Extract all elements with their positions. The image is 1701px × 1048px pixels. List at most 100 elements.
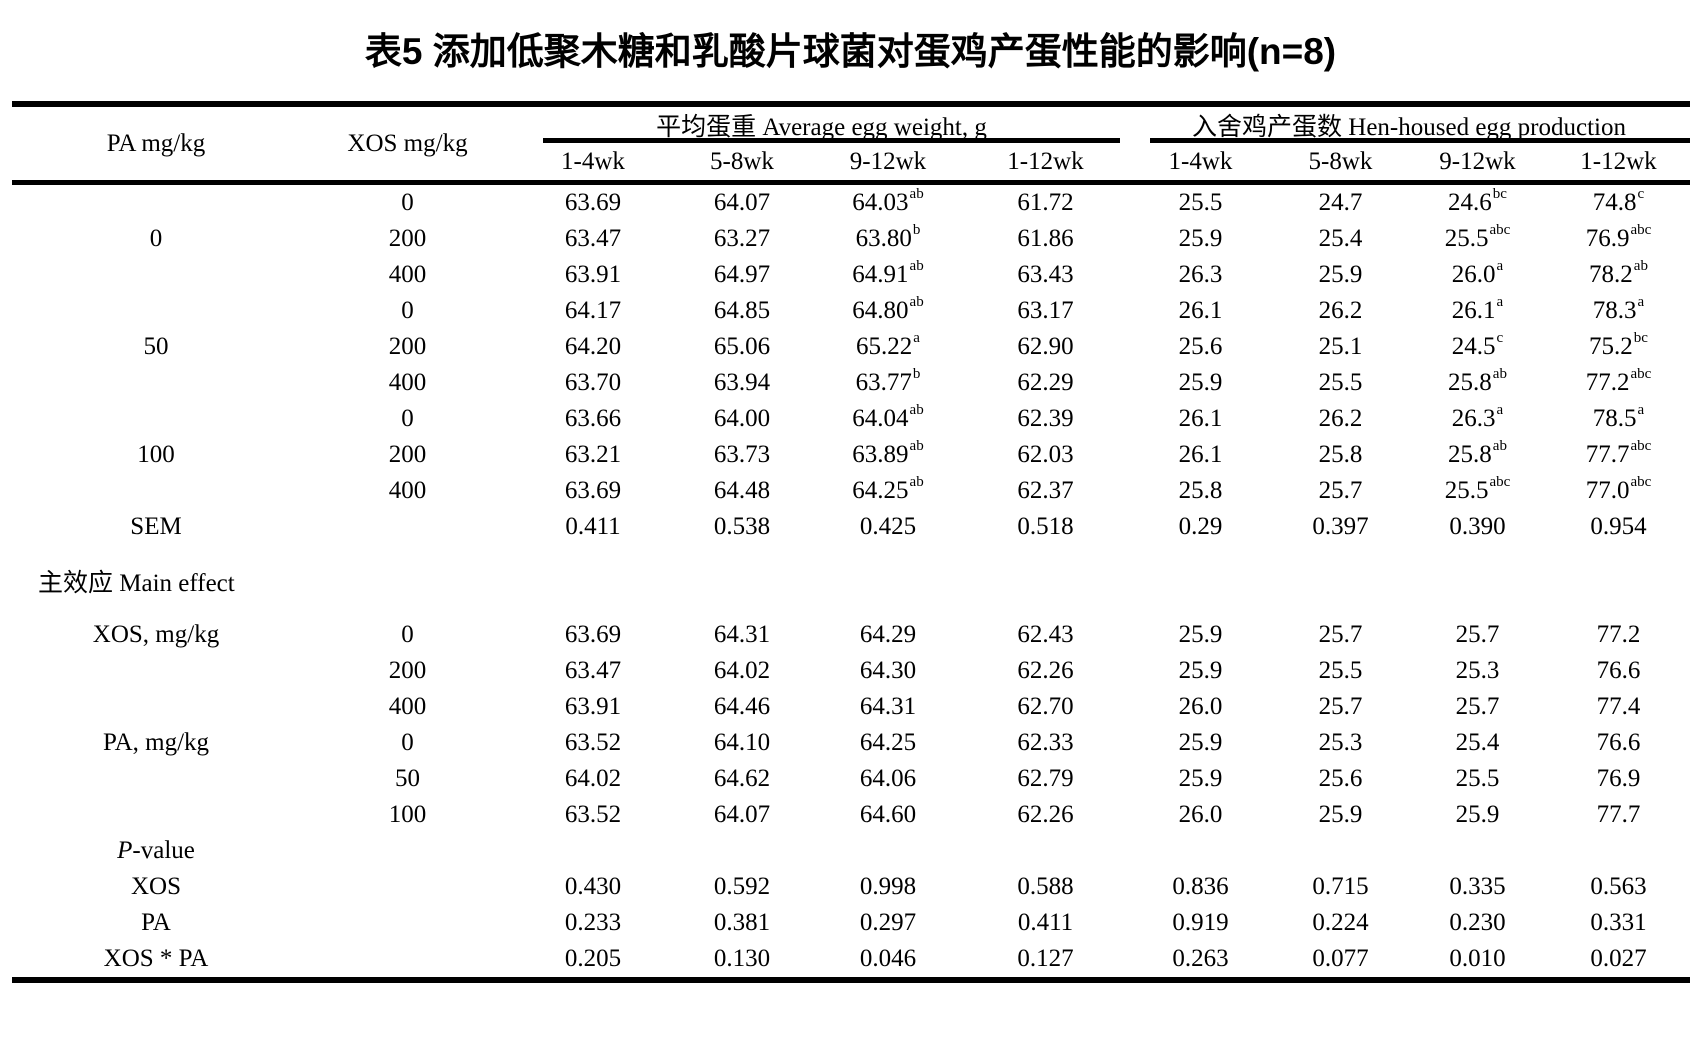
cell-number: 26.1 (1178, 441, 1223, 469)
cell-number: 63.89 (852, 441, 909, 469)
cell-value: 63.47 (515, 221, 671, 257)
cell-number: 63.66 (564, 405, 622, 433)
cell-number: 63.47 (564, 225, 622, 253)
cell-value: 63.69 (515, 185, 671, 221)
cell-value: 76.6 (1547, 725, 1690, 761)
cell-number: 25.3 (1318, 729, 1363, 757)
cell-number: 0.205 (564, 945, 622, 973)
cell-value: 76.9 (1547, 761, 1690, 797)
row-label-pa: SEM (130, 513, 182, 541)
cell-number: 64.25 (859, 729, 917, 757)
cell-number: 26.1 (1178, 405, 1223, 433)
cell-value: 64.30 (813, 653, 963, 689)
header-bottom-rule (12, 180, 1690, 186)
cell-number: 63.69 (564, 477, 622, 505)
cell-value: 0.027 (1547, 941, 1690, 977)
cell-value: 25.8 (1128, 473, 1273, 509)
row-label-xos: 0 (401, 189, 414, 217)
cell-value: 62.33 (963, 725, 1128, 761)
cell-value: 64.25 ab (852, 474, 924, 505)
cell-value: 0.563 (1547, 869, 1690, 905)
row-label-xos: 0 (401, 405, 414, 433)
cell-value: 62.03 (963, 437, 1128, 473)
table-row: P -value (12, 833, 1690, 869)
cell-value: 0.919 (1128, 905, 1273, 941)
row-label-pa: PA, mg/kg (102, 729, 210, 757)
cell-number: 0.297 (859, 909, 917, 937)
cell-number: 64.97 (713, 261, 771, 289)
cell-value: 65.06 (671, 329, 813, 365)
egg-weight-group-underline (543, 138, 1120, 144)
cell-number: 0.397 (1312, 513, 1369, 541)
cell-number: 0.130 (713, 945, 771, 973)
cell-value: 63.91 (515, 257, 671, 293)
cell-number: 64.91 (852, 261, 909, 289)
cell-number: 64.17 (564, 297, 622, 325)
cell-number: 63.91 (564, 693, 622, 721)
cell-number: 63.21 (564, 441, 622, 469)
cell-number: 62.29 (1017, 369, 1074, 397)
cell-number: 64.48 (713, 477, 771, 505)
cell-number: 77.4 (1596, 693, 1641, 721)
cell-number: 26.3 (1178, 261, 1223, 289)
cell-number: 64.80 (852, 297, 909, 325)
table-row: 0 64.17 64.85 64.80 ab 63.17 26.1 26.2 26.1 a 78.3… (12, 293, 1690, 329)
cell-number: 78.2 (1589, 261, 1633, 289)
cell-number: 0.411 (1017, 909, 1074, 937)
cell-number: 25.6 (1178, 333, 1223, 361)
cell-number: 62.33 (1017, 729, 1074, 757)
cell-value: 0.592 (671, 869, 813, 905)
cell-number: 25.7 (1455, 621, 1500, 649)
cell-number: 25.7 (1318, 621, 1363, 649)
cell-number: 76.9 (1596, 765, 1641, 793)
cell-value: 25.9 (1128, 653, 1273, 689)
table-bottom-rule (12, 977, 1690, 984)
cell-number: 63.27 (713, 225, 771, 253)
row-label-xos: 50 (395, 765, 420, 793)
row-label-xos: 0 (401, 621, 414, 649)
cell-number: 25.9 (1178, 729, 1223, 757)
cell-value: 25.5 (1128, 185, 1273, 221)
cell-value: 64.10 (671, 725, 813, 761)
row-label-xos: 400 (388, 693, 427, 721)
cell-value: 64.07 (671, 797, 813, 833)
cell-number: 25.9 (1178, 369, 1223, 397)
row-label-pa (12, 185, 300, 221)
table-row: 100 200 63.21 63.73 63.89 ab 62.03 26.1 25.8 25.8… (12, 437, 1690, 473)
cell-value: 63.69 (515, 473, 671, 509)
row-label-pa: 100 (137, 441, 175, 469)
cell-number: 25.8 (1178, 477, 1223, 505)
cell-value: 25.3 (1273, 725, 1408, 761)
cell-number: 64.60 (859, 801, 917, 829)
cell-value: 62.70 (963, 689, 1128, 725)
subheader-week-range: 5-8wk (1308, 147, 1373, 175)
cell-value: 25.7 (1273, 617, 1408, 653)
cell-value: 25.9 (1128, 365, 1273, 401)
table-row: 100 63.52 64.07 64.60 62.26 26.0 25.9 25.9 77.7 (12, 797, 1690, 833)
cell-number: 0.335 (1449, 873, 1506, 901)
row-label-pa: XOS * PA (103, 945, 209, 973)
cell-number: 24.7 (1318, 189, 1363, 217)
cell-value: 64.48 (671, 473, 813, 509)
cell-value: 78.3 a (1592, 294, 1645, 325)
cell-value: 25.3 (1408, 653, 1547, 689)
cell-number: 0.998 (859, 873, 917, 901)
row-label-pa: PA (141, 909, 171, 937)
cell-number: 0.331 (1590, 909, 1647, 937)
cell-value: 0.224 (1273, 905, 1408, 941)
cell-number: 76.6 (1596, 729, 1641, 757)
cell-number: 0.538 (713, 513, 771, 541)
cell-number: 63.91 (564, 261, 622, 289)
cell-number: 64.06 (859, 765, 917, 793)
cell-number: 62.37 (1017, 477, 1074, 505)
cell-number: 0.411 (565, 513, 621, 541)
cell-number: 64.03 (852, 189, 909, 217)
cell-value: 25.6 (1128, 329, 1273, 365)
cell-number: 63.73 (713, 441, 771, 469)
cell-value: 64.03 ab (852, 186, 924, 217)
header-pa-column: PA mg/kg (106, 129, 206, 157)
cell-value: 63.17 (963, 293, 1128, 329)
cell-value: 25.9 (1128, 725, 1273, 761)
cell-number: 25.9 (1178, 621, 1223, 649)
cell-number: 62.90 (1017, 333, 1074, 361)
